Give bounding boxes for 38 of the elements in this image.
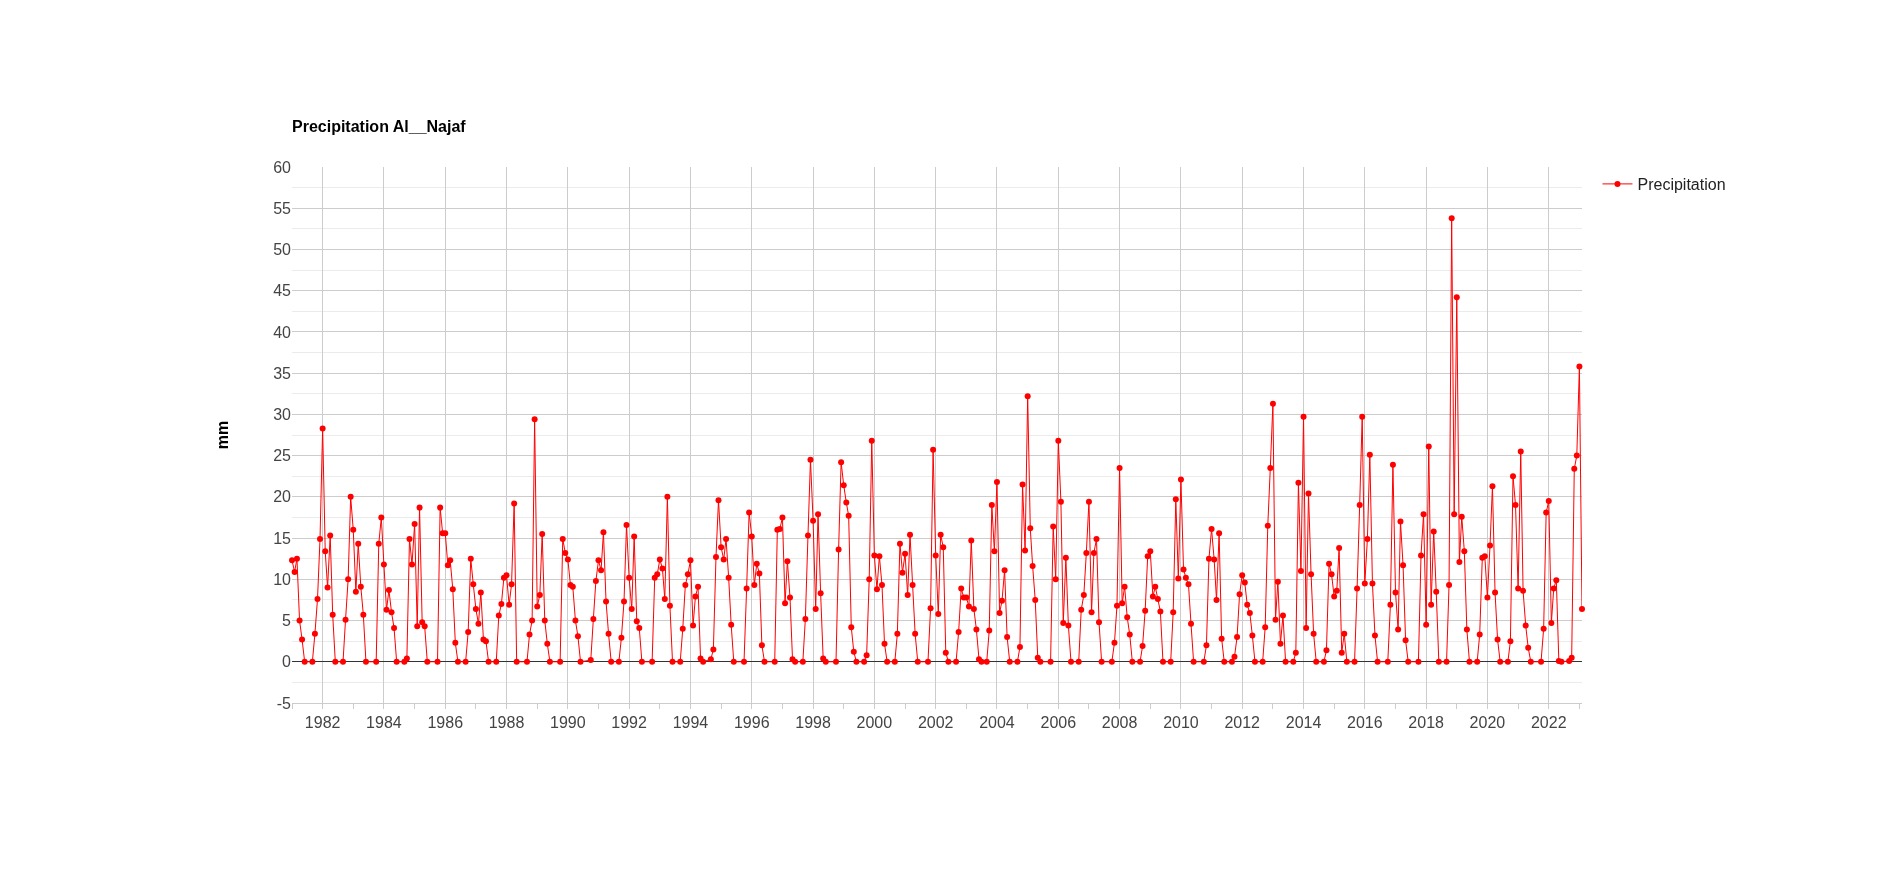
x-tick-label: 2006 [1040,714,1077,732]
y-tick-label: 55 [273,199,292,217]
x-tick-label: 2022 [1530,714,1567,732]
y-tick-label: 35 [273,364,292,382]
x-tick-label: 1982 [304,714,341,732]
y-tick-label: 40 [273,323,292,341]
x-tick-label: 2010 [1163,714,1199,732]
y-tick-label: 20 [273,488,292,506]
x-tick-label: 1992 [611,714,648,732]
y-axis-title: mm [214,420,232,450]
y-tick-label: 0 [282,653,292,671]
y-tick-label: 30 [273,405,292,423]
x-tick-label: 1990 [550,714,586,732]
x-tick-label: 2000 [856,714,893,732]
y-tick-label: 10 [273,570,292,588]
y-tick-label: 25 [273,447,292,465]
x-tick-label: 1984 [366,714,402,732]
x-tick-label: 1988 [488,714,525,732]
y-tick-label: 45 [273,282,292,300]
x-tick-label: 2016 [1347,714,1383,732]
y-tick-label: 5 [282,612,292,630]
chart-title: Precipitation Al__Najaf [292,117,467,135]
y-tick-label: 15 [273,529,292,547]
x-tick-label: 1998 [795,714,831,732]
x-tick-label: 2008 [1101,714,1138,732]
x-tick-label: 2004 [979,714,1015,732]
x-tick-label: 2018 [1408,714,1445,732]
y-tick-label: -5 [276,694,292,712]
x-tick-label: 1994 [672,714,709,732]
x-tick-label: 2020 [1469,714,1506,732]
x-tick-label: 1986 [427,714,464,732]
y-tick-label: 60 [273,158,292,176]
y-tick-label: 50 [273,241,292,259]
x-tick-label: 2012 [1224,714,1261,732]
x-tick-label: 2002 [917,714,954,732]
x-tick-label: 1996 [733,714,770,732]
legend-label: Precipitation [1637,176,1726,194]
x-tick-label: 2014 [1285,714,1322,732]
